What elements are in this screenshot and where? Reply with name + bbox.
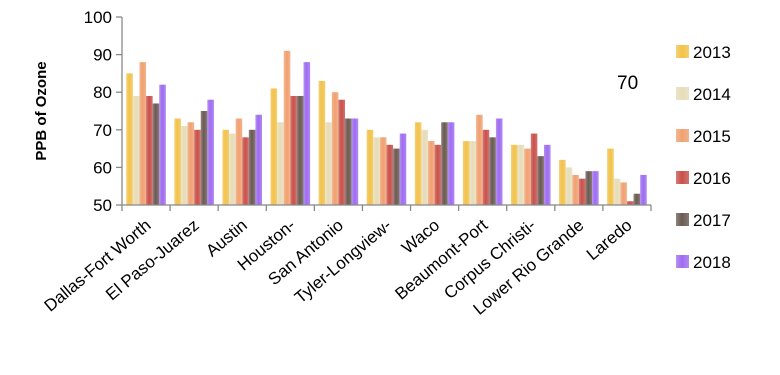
bar-2018-8 [543,144,551,205]
bar-2016-7 [482,129,490,205]
y-tick-label: 50 [93,196,112,215]
legend-swatch-2015 [676,129,689,142]
y-tick-label: 70 [93,121,112,140]
bar-2017-6 [441,122,448,205]
bar-2017-5 [393,148,400,205]
bar-2013-6 [414,122,422,205]
bar-2017-8 [537,156,544,205]
bar-2014-0 [132,95,140,205]
plot-area [126,50,647,206]
legend-label-2018: 2018 [693,253,731,272]
y-tick-label: 100 [84,8,112,27]
bar-2014-1 [180,126,188,205]
bar-2016-8 [530,133,538,205]
bar-2017-4 [345,118,352,205]
x-tick-label: Laredo [583,216,636,265]
bar-2016-2 [242,137,249,205]
bar-2018-6 [447,122,455,205]
bar-2016-9 [578,178,586,205]
bar-2018-5 [399,133,407,205]
legend-swatch-2014 [676,87,689,100]
bar-2015-4 [331,92,339,205]
bar-2014-7 [469,141,477,205]
legend: 2013 2014 2015 2016 2017 2018 [676,43,731,272]
bar-2016-6 [434,144,442,205]
bar-2013-9 [559,159,566,205]
bar-2018-10 [640,174,647,205]
legend-label-2015: 2015 [693,127,731,146]
bar-2013-2 [222,129,230,205]
bar-2014-4 [325,122,332,205]
bar-2014-5 [373,137,380,205]
bar-2015-1 [187,122,195,205]
bar-2017-9 [585,171,593,205]
bar-2017-10 [633,193,641,205]
bar-2018-3 [303,62,311,206]
bar-2013-8 [510,144,518,205]
bar-2017-2 [248,129,256,205]
bar-2016-0 [146,95,153,205]
bar-2014-8 [517,144,525,205]
y-tick-label: 60 [93,158,112,177]
y-axis-label: PPB of Ozone [33,61,50,160]
bar-2015-10 [620,182,627,205]
annotation-70: 70 [617,73,638,94]
legend-swatch-2016 [676,171,689,184]
bar-2013-3 [270,88,278,205]
legend-label-2016: 2016 [693,169,731,188]
legend-label-2014: 2014 [693,85,731,104]
y-axis: 50 60 70 80 90 100 [84,8,123,215]
bar-2014-3 [277,122,284,205]
bar-2014-6 [421,129,428,205]
bar-2015-8 [524,148,531,205]
bar-2017-7 [489,137,496,205]
bar-2017-1 [200,111,208,205]
bar-2018-2 [255,114,263,205]
legend-label-2017: 2017 [693,211,731,230]
bar-2013-7 [462,141,470,205]
bar-2015-6 [427,141,435,205]
bar-2017-0 [152,103,160,205]
bar-2016-10 [626,201,634,205]
bar-2018-9 [592,171,599,205]
bar-2015-3 [283,50,291,206]
bar-2018-7 [495,118,503,205]
bar-2015-5 [379,137,387,205]
bar-2015-9 [572,174,579,205]
bar-2013-1 [174,118,181,205]
bar-2015-0 [139,62,147,206]
bar-2017-3 [296,95,304,205]
y-tick-label: 80 [93,83,112,102]
bar-2014-10 [613,178,621,205]
bar-2016-4 [338,99,346,205]
bar-2013-0 [126,73,133,206]
bar-2018-1 [207,99,214,205]
bar-2013-10 [607,148,614,205]
bar-2016-5 [386,144,394,205]
bar-2016-1 [194,129,201,205]
bar-2013-4 [318,80,326,205]
legend-swatch-2018 [676,255,689,268]
y-tick-label: 90 [93,46,112,65]
legend-label-2013: 2013 [693,43,731,62]
bar-2016-3 [290,95,297,205]
legend-swatch-2017 [676,213,689,226]
bar-2018-4 [351,118,359,205]
legend-swatch-2013 [676,45,689,58]
bar-2014-9 [565,167,573,205]
bar-2014-2 [229,133,236,205]
bar-2015-2 [235,118,243,205]
bar-2018-0 [159,84,166,205]
bar-2015-7 [476,114,483,205]
bar-2013-5 [366,129,374,205]
